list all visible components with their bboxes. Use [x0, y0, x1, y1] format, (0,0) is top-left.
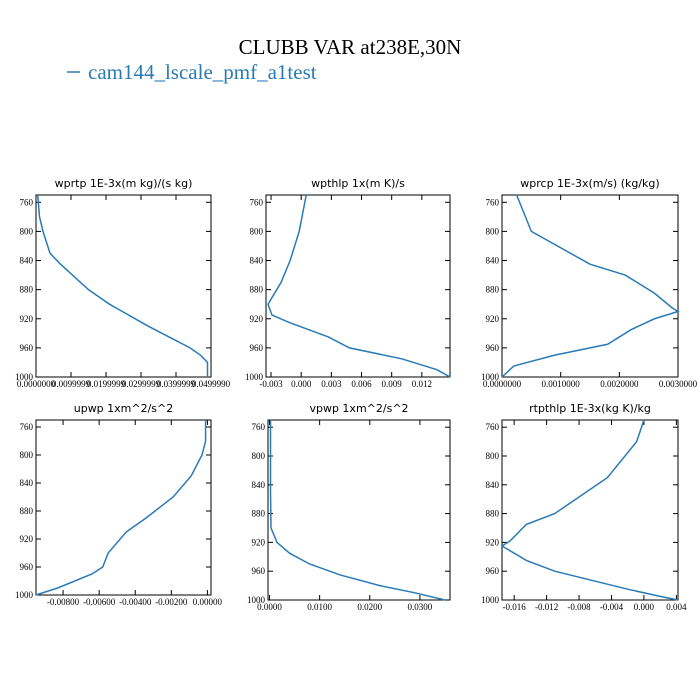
y-tick-label: 800 — [486, 451, 500, 461]
panel-title: wpthlp 1x(m K)/s — [311, 177, 405, 190]
y-tick-label: 1000 — [481, 595, 500, 605]
panel-title: rtpthlp 1E-3x(kg K)/kg — [529, 402, 651, 415]
plot-frame — [267, 419, 451, 601]
plot-frame — [501, 419, 679, 601]
y-tick-label: 1000 — [15, 372, 34, 382]
figure-title: CLUBB VAR at238E,30N — [239, 35, 462, 59]
y-tick-label: 880 — [20, 285, 34, 295]
x-tick-label: -0.012 — [535, 602, 558, 612]
x-tick-label: -0.003 — [259, 379, 283, 389]
panel-title: upwp 1xm^2/s^2 — [74, 402, 174, 415]
x-tick-label: 0.003 — [321, 379, 342, 389]
y-tick-label: 800 — [486, 226, 500, 236]
y-tick-label: 960 — [20, 562, 34, 572]
x-tick-label: -0.004 — [600, 602, 624, 612]
y-tick-label: 960 — [252, 566, 266, 576]
x-tick-label: -0.00800 — [47, 597, 80, 607]
y-tick-label: 920 — [20, 534, 34, 544]
x-tick-label: 0.0200 — [357, 602, 382, 612]
x-tick-label: -0.00200 — [155, 597, 188, 607]
x-tick-label: 0.000 — [291, 379, 312, 389]
x-tick-label: -0.00400 — [119, 597, 152, 607]
y-tick-label: 760 — [20, 197, 34, 207]
x-tick-label: 0.000 — [634, 602, 655, 612]
x-tick-label: 0.0010000 — [542, 379, 581, 389]
panel-title: wprtp 1E-3x(m kg)/(s kg) — [55, 177, 193, 190]
y-tick-label: 920 — [252, 537, 266, 547]
x-tick-label: 0.0099999 — [52, 379, 91, 389]
x-tick-label: -0.016 — [503, 602, 527, 612]
profile-line — [501, 194, 680, 378]
panel-title: wprcp 1E-3x(m/s) (kg/kg) — [520, 177, 659, 190]
x-tick-label: 0.00000 — [193, 597, 223, 607]
profile-line — [267, 194, 451, 378]
y-tick-label: 1000 — [481, 372, 500, 382]
x-tick-label: -0.008 — [567, 602, 591, 612]
x-tick-label: -0.00600 — [83, 597, 116, 607]
y-tick-label: 920 — [486, 537, 500, 547]
x-tick-label: 0.006 — [351, 379, 372, 389]
plot-frame — [265, 194, 451, 378]
plot-frame — [501, 194, 679, 378]
y-tick-label: 960 — [250, 343, 264, 353]
y-tick-label: 760 — [486, 197, 500, 207]
y-tick-label: 1000 — [245, 372, 264, 382]
x-tick-label: 0.0000000 — [17, 379, 56, 389]
profile-line — [500, 419, 679, 601]
y-tick-label: 880 — [486, 509, 500, 519]
y-tick-label: 880 — [250, 285, 264, 295]
y-tick-label: 840 — [20, 256, 34, 266]
y-tick-label: 840 — [20, 478, 34, 488]
y-tick-label: 800 — [252, 451, 266, 461]
y-tick-label: 960 — [486, 343, 500, 353]
y-tick-label: 920 — [486, 314, 500, 324]
x-tick-label: 0.0299999 — [122, 379, 161, 389]
x-tick-label: 0.009 — [382, 379, 403, 389]
y-tick-label: 960 — [20, 343, 34, 353]
y-tick-label: 800 — [20, 226, 34, 236]
profile-line — [269, 420, 446, 601]
y-tick-label: 840 — [250, 256, 264, 266]
panel-title: vpwp 1xm^2/s^2 — [309, 402, 408, 415]
y-tick-label: 800 — [20, 450, 34, 460]
x-tick-label: 0.0020000 — [600, 379, 639, 389]
y-tick-label: 880 — [20, 506, 34, 516]
x-tick-label: 0.004 — [666, 602, 687, 612]
x-tick-label: 0.0399999 — [157, 379, 196, 389]
profile-line — [35, 420, 207, 596]
y-tick-label: 760 — [20, 422, 34, 432]
x-tick-label: 0.0000 — [257, 602, 282, 612]
x-tick-label: 0.012 — [412, 379, 432, 389]
x-tick-label: 0.0030000 — [659, 379, 698, 389]
y-tick-label: 1000 — [15, 590, 34, 600]
y-tick-label: 920 — [20, 314, 34, 324]
y-tick-label: 1000 — [247, 595, 266, 605]
plot-frame — [35, 419, 212, 596]
y-tick-label: 760 — [250, 197, 264, 207]
y-tick-label: 800 — [250, 226, 264, 236]
y-tick-label: 760 — [252, 422, 266, 432]
plot-frame — [35, 194, 212, 378]
x-tick-label: 0.0300 — [408, 602, 433, 612]
y-tick-label: 760 — [486, 422, 500, 432]
legend-label: cam144_lscale_pmf_a1test — [88, 60, 317, 84]
y-tick-label: 840 — [252, 480, 266, 490]
profile-line — [37, 194, 209, 377]
y-tick-label: 880 — [486, 285, 500, 295]
x-tick-label: 0.0100 — [307, 602, 332, 612]
x-tick-label: 0.0199999 — [87, 379, 126, 389]
x-tick-label: 0.0000000 — [483, 379, 522, 389]
y-tick-label: 840 — [486, 256, 500, 266]
y-tick-label: 920 — [250, 314, 264, 324]
y-tick-label: 960 — [486, 566, 500, 576]
y-tick-label: 840 — [486, 480, 500, 490]
y-tick-label: 880 — [252, 509, 266, 519]
x-tick-label: 0.0499990 — [192, 379, 231, 389]
